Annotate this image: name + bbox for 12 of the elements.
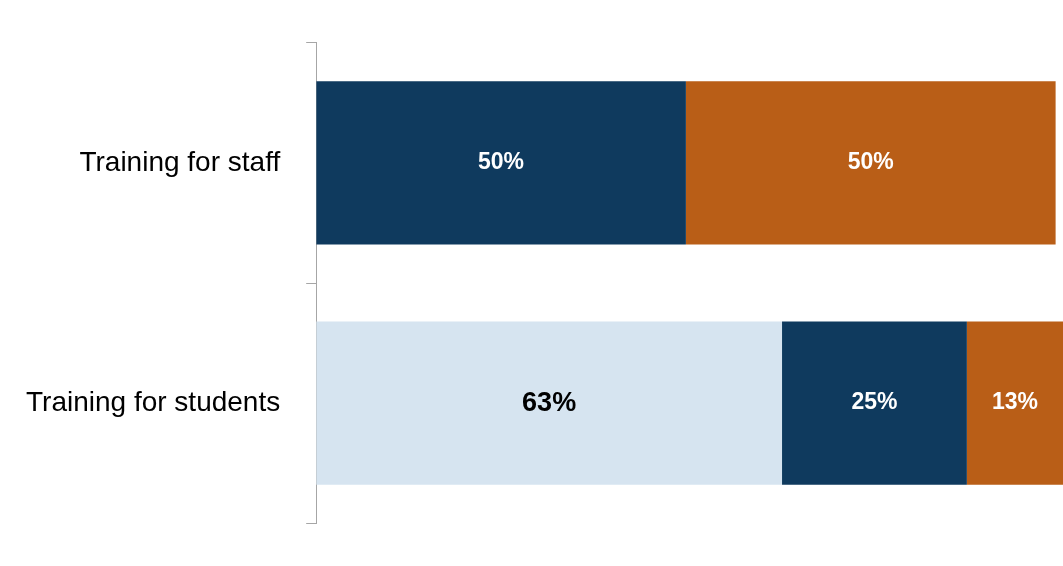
data-label: 63% bbox=[522, 386, 577, 417]
data-label: 13% bbox=[991, 388, 1038, 415]
bar bbox=[685, 81, 1056, 245]
bar bbox=[316, 321, 783, 485]
data-label: 25% bbox=[851, 388, 898, 415]
bar bbox=[782, 321, 967, 485]
data-label: 50% bbox=[847, 148, 894, 175]
bar bbox=[316, 81, 686, 245]
y-tick-label: Training for students bbox=[26, 385, 281, 417]
bar bbox=[966, 321, 1063, 485]
data-label: 50% bbox=[478, 148, 525, 175]
y-tick-label: Training for staff bbox=[79, 145, 281, 177]
